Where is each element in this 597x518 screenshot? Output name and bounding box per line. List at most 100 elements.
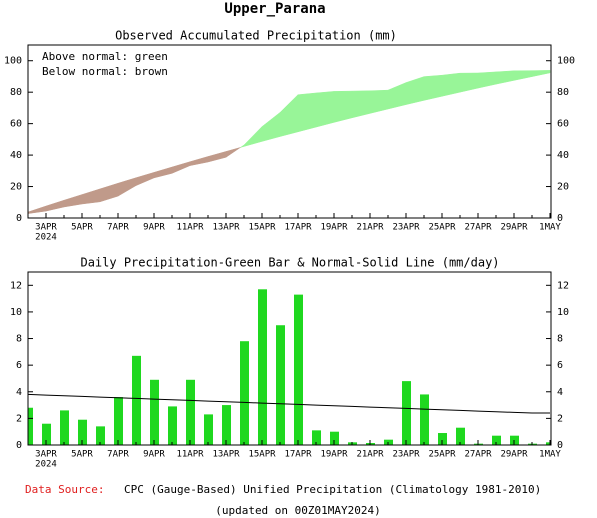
- y-tick-label: 8: [557, 334, 563, 345]
- y-tick-label: 80: [557, 87, 569, 98]
- x-tick-label: 11APR: [176, 450, 204, 460]
- y-tick-label: 20: [10, 182, 22, 193]
- x-tick-label: 25APR: [428, 223, 456, 233]
- difference-area: [117, 177, 137, 197]
- y-tick-label: 6: [557, 360, 563, 371]
- difference-area: [495, 70, 515, 85]
- y-tick-label: 0: [557, 213, 563, 224]
- bar: [312, 430, 321, 445]
- difference-area: [423, 74, 443, 101]
- bar: [168, 406, 177, 445]
- x-tick-label: 5APR: [71, 450, 93, 460]
- bar: [132, 355, 141, 445]
- y-tick-label: 100: [557, 56, 575, 67]
- difference-area: [351, 90, 371, 119]
- difference-area: [477, 71, 497, 89]
- year-label: 2024: [35, 460, 57, 470]
- x-tick-label: 11APR: [176, 223, 204, 233]
- difference-area: [261, 111, 281, 142]
- bar: [60, 410, 69, 445]
- difference-area: [45, 199, 65, 212]
- bar: [150, 379, 159, 445]
- y-tick-label: 60: [10, 119, 22, 130]
- difference-area: [171, 161, 191, 174]
- y-tick-label: 40: [10, 150, 22, 161]
- difference-area: [387, 82, 407, 110]
- difference-area: [459, 72, 479, 93]
- bar: [222, 405, 231, 445]
- difference-area: [135, 172, 155, 186]
- x-tick-label: 1MAY: [539, 223, 561, 233]
- difference-area: [243, 126, 263, 147]
- x-tick-label: 9APR: [143, 450, 165, 460]
- year-label: 2024: [35, 233, 57, 243]
- bar: [456, 427, 465, 445]
- y-tick-label: 0: [16, 440, 22, 451]
- y-tick-label: 0: [557, 440, 563, 451]
- bar: [402, 381, 411, 445]
- x-tick-label: 3APR: [35, 450, 57, 460]
- plot-frame: [27, 44, 552, 219]
- bar: [96, 426, 105, 445]
- annotation: Below normal: brown: [42, 65, 168, 78]
- x-tick-label: 29APR: [500, 450, 528, 460]
- x-tick-label: 21APR: [356, 450, 384, 460]
- difference-area: [225, 147, 241, 158]
- x-tick-label: 23APR: [392, 223, 420, 233]
- bar: [420, 394, 429, 445]
- page-title: Upper_Parana: [224, 1, 325, 17]
- bar: [28, 407, 33, 445]
- difference-area: [531, 70, 551, 77]
- x-tick-label: 25APR: [428, 450, 456, 460]
- bar: [492, 435, 501, 445]
- y-tick-label: 6: [16, 360, 22, 371]
- y-tick-label: 0: [16, 213, 22, 224]
- bar: [114, 397, 123, 445]
- difference-area: [297, 92, 317, 133]
- bar: [276, 325, 285, 445]
- y-tick-label: 40: [557, 150, 569, 161]
- y-tick-label: 2: [16, 413, 22, 424]
- x-tick-label: 1MAY: [539, 450, 561, 460]
- difference-area: [81, 188, 101, 205]
- y-tick-label: 4: [557, 387, 563, 398]
- x-tick-label: 23APR: [392, 450, 420, 460]
- y-tick-label: 100: [4, 56, 22, 67]
- bar: [438, 433, 447, 445]
- y-tick-label: 8: [16, 334, 22, 345]
- x-tick-label: 13APR: [212, 450, 240, 460]
- difference-area: [153, 166, 173, 179]
- x-tick-label: 5APR: [71, 223, 93, 233]
- normal-line: [27, 393, 550, 414]
- difference-area: [27, 205, 47, 214]
- bar-layer: [28, 289, 551, 445]
- x-tick-label: 7APR: [107, 223, 129, 233]
- difference-area: [441, 72, 461, 97]
- x-tick-label: 27APR: [464, 450, 492, 460]
- annotation: Above normal: green: [42, 50, 168, 63]
- source-text: CPC (Gauge-Based) Unified Precipitation …: [124, 483, 541, 496]
- x-tick-label: 7APR: [107, 450, 129, 460]
- x-tick-label: 15APR: [248, 450, 276, 460]
- x-tick-label: 17APR: [284, 450, 312, 460]
- x-tick-label: 27APR: [464, 223, 492, 233]
- difference-area: [369, 89, 389, 114]
- y-tick-label: 2: [557, 413, 563, 424]
- difference-area: [405, 76, 425, 105]
- y-tick-label: 10: [10, 307, 22, 318]
- difference-area: [207, 151, 227, 163]
- y-tick-label: 80: [10, 87, 22, 98]
- x-tick-label: 3APR: [35, 223, 57, 233]
- bar: [42, 423, 51, 445]
- bar: [78, 419, 87, 445]
- difference-area: [315, 91, 335, 128]
- x-tick-label: 19APR: [320, 450, 348, 460]
- x-tick-label: 9APR: [143, 223, 165, 233]
- bar: [240, 341, 249, 445]
- x-tick-label: 21APR: [356, 223, 384, 233]
- x-tick-label: 13APR: [212, 223, 240, 233]
- bar: [258, 289, 267, 445]
- difference-area: [513, 70, 533, 81]
